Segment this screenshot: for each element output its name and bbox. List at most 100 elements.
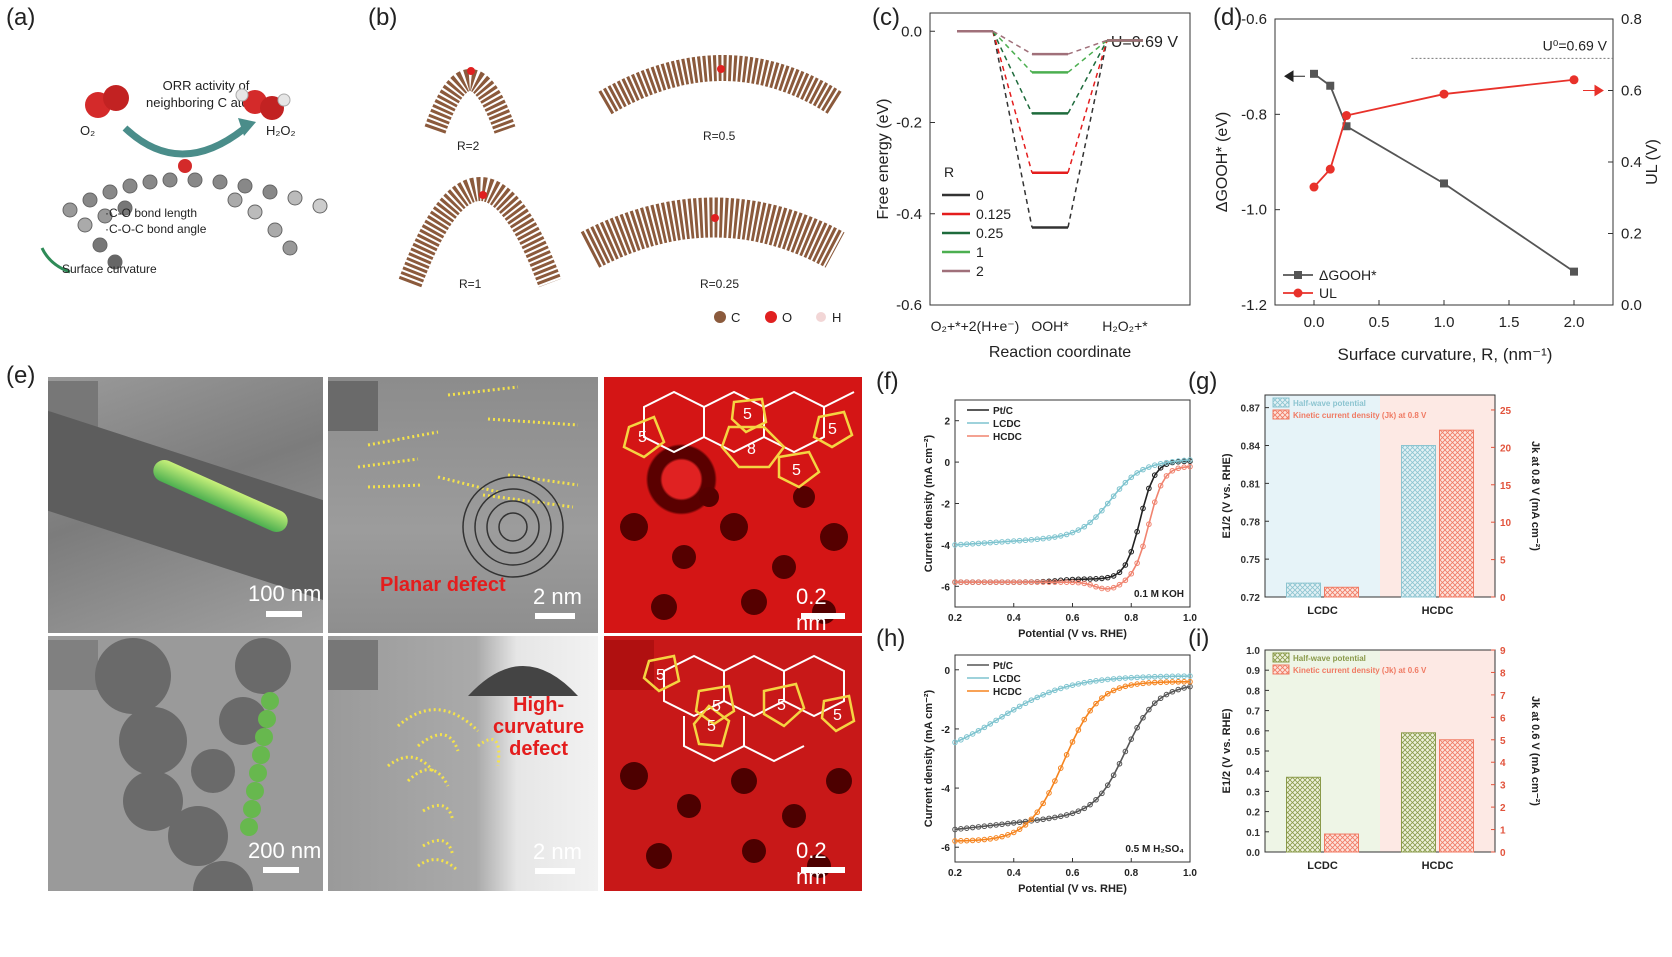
- legend-c-marker: [714, 311, 726, 323]
- chart-h-annotation: 0.5 M H₂SO₄: [1125, 844, 1184, 855]
- chart-f-point: [1010, 538, 1017, 544]
- chart-h-xtick-label: 0.4: [1007, 868, 1021, 879]
- chart-h-point: [981, 724, 988, 731]
- chart-f-point: [1022, 579, 1029, 585]
- chart-h-point: [1181, 673, 1187, 679]
- chart-f-point: [1052, 534, 1058, 540]
- chart-f-point: [952, 542, 958, 548]
- chart-f-ytick-label: 2: [944, 417, 950, 428]
- chart-f-point: [1063, 531, 1070, 538]
- chart-i-bg-right: [1380, 650, 1495, 852]
- chart-f-legend-label: HCDC: [993, 432, 1022, 443]
- chart-f-point: [1075, 579, 1082, 586]
- chart-f-annotation: 0.1 M KOH: [1134, 589, 1184, 600]
- chart-f-point: [1128, 570, 1135, 577]
- chart-h-point: [1052, 778, 1058, 784]
- chart-g-ytick-left-label: 0.78: [1241, 517, 1261, 528]
- chart-g-ytick-right-label: 15: [1500, 481, 1512, 492]
- chart-i-bar: [1401, 732, 1436, 853]
- chart-f-point: [1146, 485, 1152, 492]
- chart-g-ytick-right-label: 5: [1500, 556, 1506, 567]
- chart-h-point: [975, 837, 982, 843]
- chart-h-ytick-label: 0: [944, 666, 950, 677]
- chart-d-legend-marker: [1293, 288, 1303, 298]
- chart-f-point: [1099, 585, 1105, 592]
- chart-i-ytick-left-label: 0.1: [1246, 828, 1260, 839]
- reaction-arrowhead: [238, 118, 256, 136]
- chart-f-point: [999, 539, 1005, 545]
- chart-h-point: [1116, 685, 1123, 691]
- chart-h-point: [1163, 691, 1170, 698]
- chart-i-ylabel-right: Jk at 0.6 V (mA cm⁻²): [1529, 696, 1541, 806]
- panel-a-schematic: ORR activity of neighboring C atoms O₂ H…: [40, 78, 328, 276]
- h2o2-atom-h1: [235, 88, 249, 102]
- high-curvature-defect-label: High- curvature defect: [493, 694, 584, 760]
- chart-h-point: [1163, 679, 1170, 685]
- chart-h-point: [1128, 674, 1135, 681]
- chart-i-ytick-left-label: 0.0: [1246, 848, 1260, 859]
- chart-f-point: [958, 579, 964, 585]
- tem-image-lcdc-atomic: 5 5 8 5 5 0.2 nm: [604, 377, 862, 633]
- chart-h-point: [1122, 748, 1129, 755]
- chart-h-point: [1081, 805, 1088, 812]
- chart-h-point: [1057, 685, 1064, 692]
- chart-f-point: [1134, 470, 1140, 476]
- chart-f-point: [1116, 581, 1123, 588]
- chart-h-point: [1157, 679, 1164, 686]
- chart-f-point: [1134, 528, 1140, 535]
- chart-h-point: [975, 824, 982, 830]
- chart-d-point: [1569, 75, 1579, 85]
- chart-f-point: [993, 579, 999, 585]
- chart-f-point: [1010, 579, 1017, 585]
- chart-h-point: [1040, 816, 1046, 823]
- chart-d-ytick-left-label: -1.2: [1241, 297, 1267, 314]
- chart-i-legend-swatch: [1272, 664, 1290, 675]
- chart-i-ytick-right-label: 2: [1500, 803, 1506, 814]
- chart-f-point: [1151, 462, 1158, 468]
- chart-f-point: [1046, 579, 1052, 585]
- orr-title-line1: ORR activity of: [163, 78, 250, 93]
- chart-h-xtick-label: 1.0: [1183, 868, 1197, 879]
- atomic-overlay-lcdc: 5 5 8 5 5: [620, 390, 855, 624]
- chart-h-point: [1069, 810, 1076, 817]
- chart-h-point: [999, 833, 1005, 840]
- chart-i-ytick-right-label: 6: [1500, 713, 1506, 724]
- scalebar-label-2nm-b: 2 nm: [533, 839, 582, 864]
- scalebar-200nm: [263, 867, 299, 873]
- svg-text:5: 5: [828, 421, 837, 438]
- chart-h-point: [1099, 695, 1105, 701]
- chart-h-point: [987, 836, 994, 842]
- chart-c-annotation: U=0.69 V: [1111, 34, 1178, 51]
- chart-c-connector: [1067, 39, 1108, 55]
- chart-h-point: [1069, 739, 1076, 745]
- chart-h-point: [952, 826, 958, 833]
- chart-f-point: [975, 579, 982, 585]
- tem-inset-box: [328, 640, 378, 690]
- chart-f-xtick-label: 0.8: [1124, 613, 1138, 624]
- chart-h-point: [1063, 683, 1070, 690]
- chart-h-curve: [954, 685, 1191, 831]
- panel-letter-c: (c): [872, 4, 900, 31]
- chart-h-point: [1005, 710, 1011, 717]
- chart-h-point: [1140, 680, 1146, 687]
- chart-d-ytick-left-label: -1.0: [1241, 202, 1267, 219]
- chart-h-frame: [954, 654, 1191, 863]
- legend-h-marker: [816, 312, 826, 322]
- chart-h-point: [1028, 697, 1035, 703]
- chart-h-point: [1175, 679, 1182, 685]
- h2o2-atom-h2: [277, 93, 291, 107]
- chart-h-xlabel: Potential (V vs. RHE): [1018, 883, 1127, 895]
- chart-h-ytick-label: -4: [941, 784, 950, 795]
- chart-f-point: [1034, 579, 1041, 585]
- chart-i-ytick-left-label: 0.8: [1246, 686, 1260, 697]
- chart-h-point: [1093, 678, 1099, 684]
- scalebar-2nm-b: [535, 868, 575, 874]
- chart-f-point: [1104, 586, 1111, 592]
- chart-d-xtick-label: 2.0: [1564, 314, 1585, 331]
- chart-f-legend-label: Pt/C: [993, 406, 1013, 417]
- chart-f-point: [1181, 457, 1187, 464]
- chart-h-xtick-label: 0.6: [1066, 868, 1080, 879]
- chart-f-point: [1122, 479, 1129, 486]
- curved-nanocap-model: [468, 666, 578, 696]
- r05-label: R=0.5: [703, 129, 736, 143]
